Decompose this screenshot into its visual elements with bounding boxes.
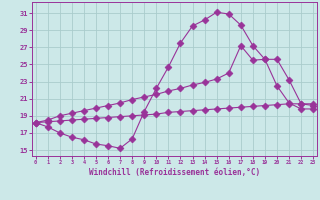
X-axis label: Windchill (Refroidissement éolien,°C): Windchill (Refroidissement éolien,°C) [89,168,260,177]
